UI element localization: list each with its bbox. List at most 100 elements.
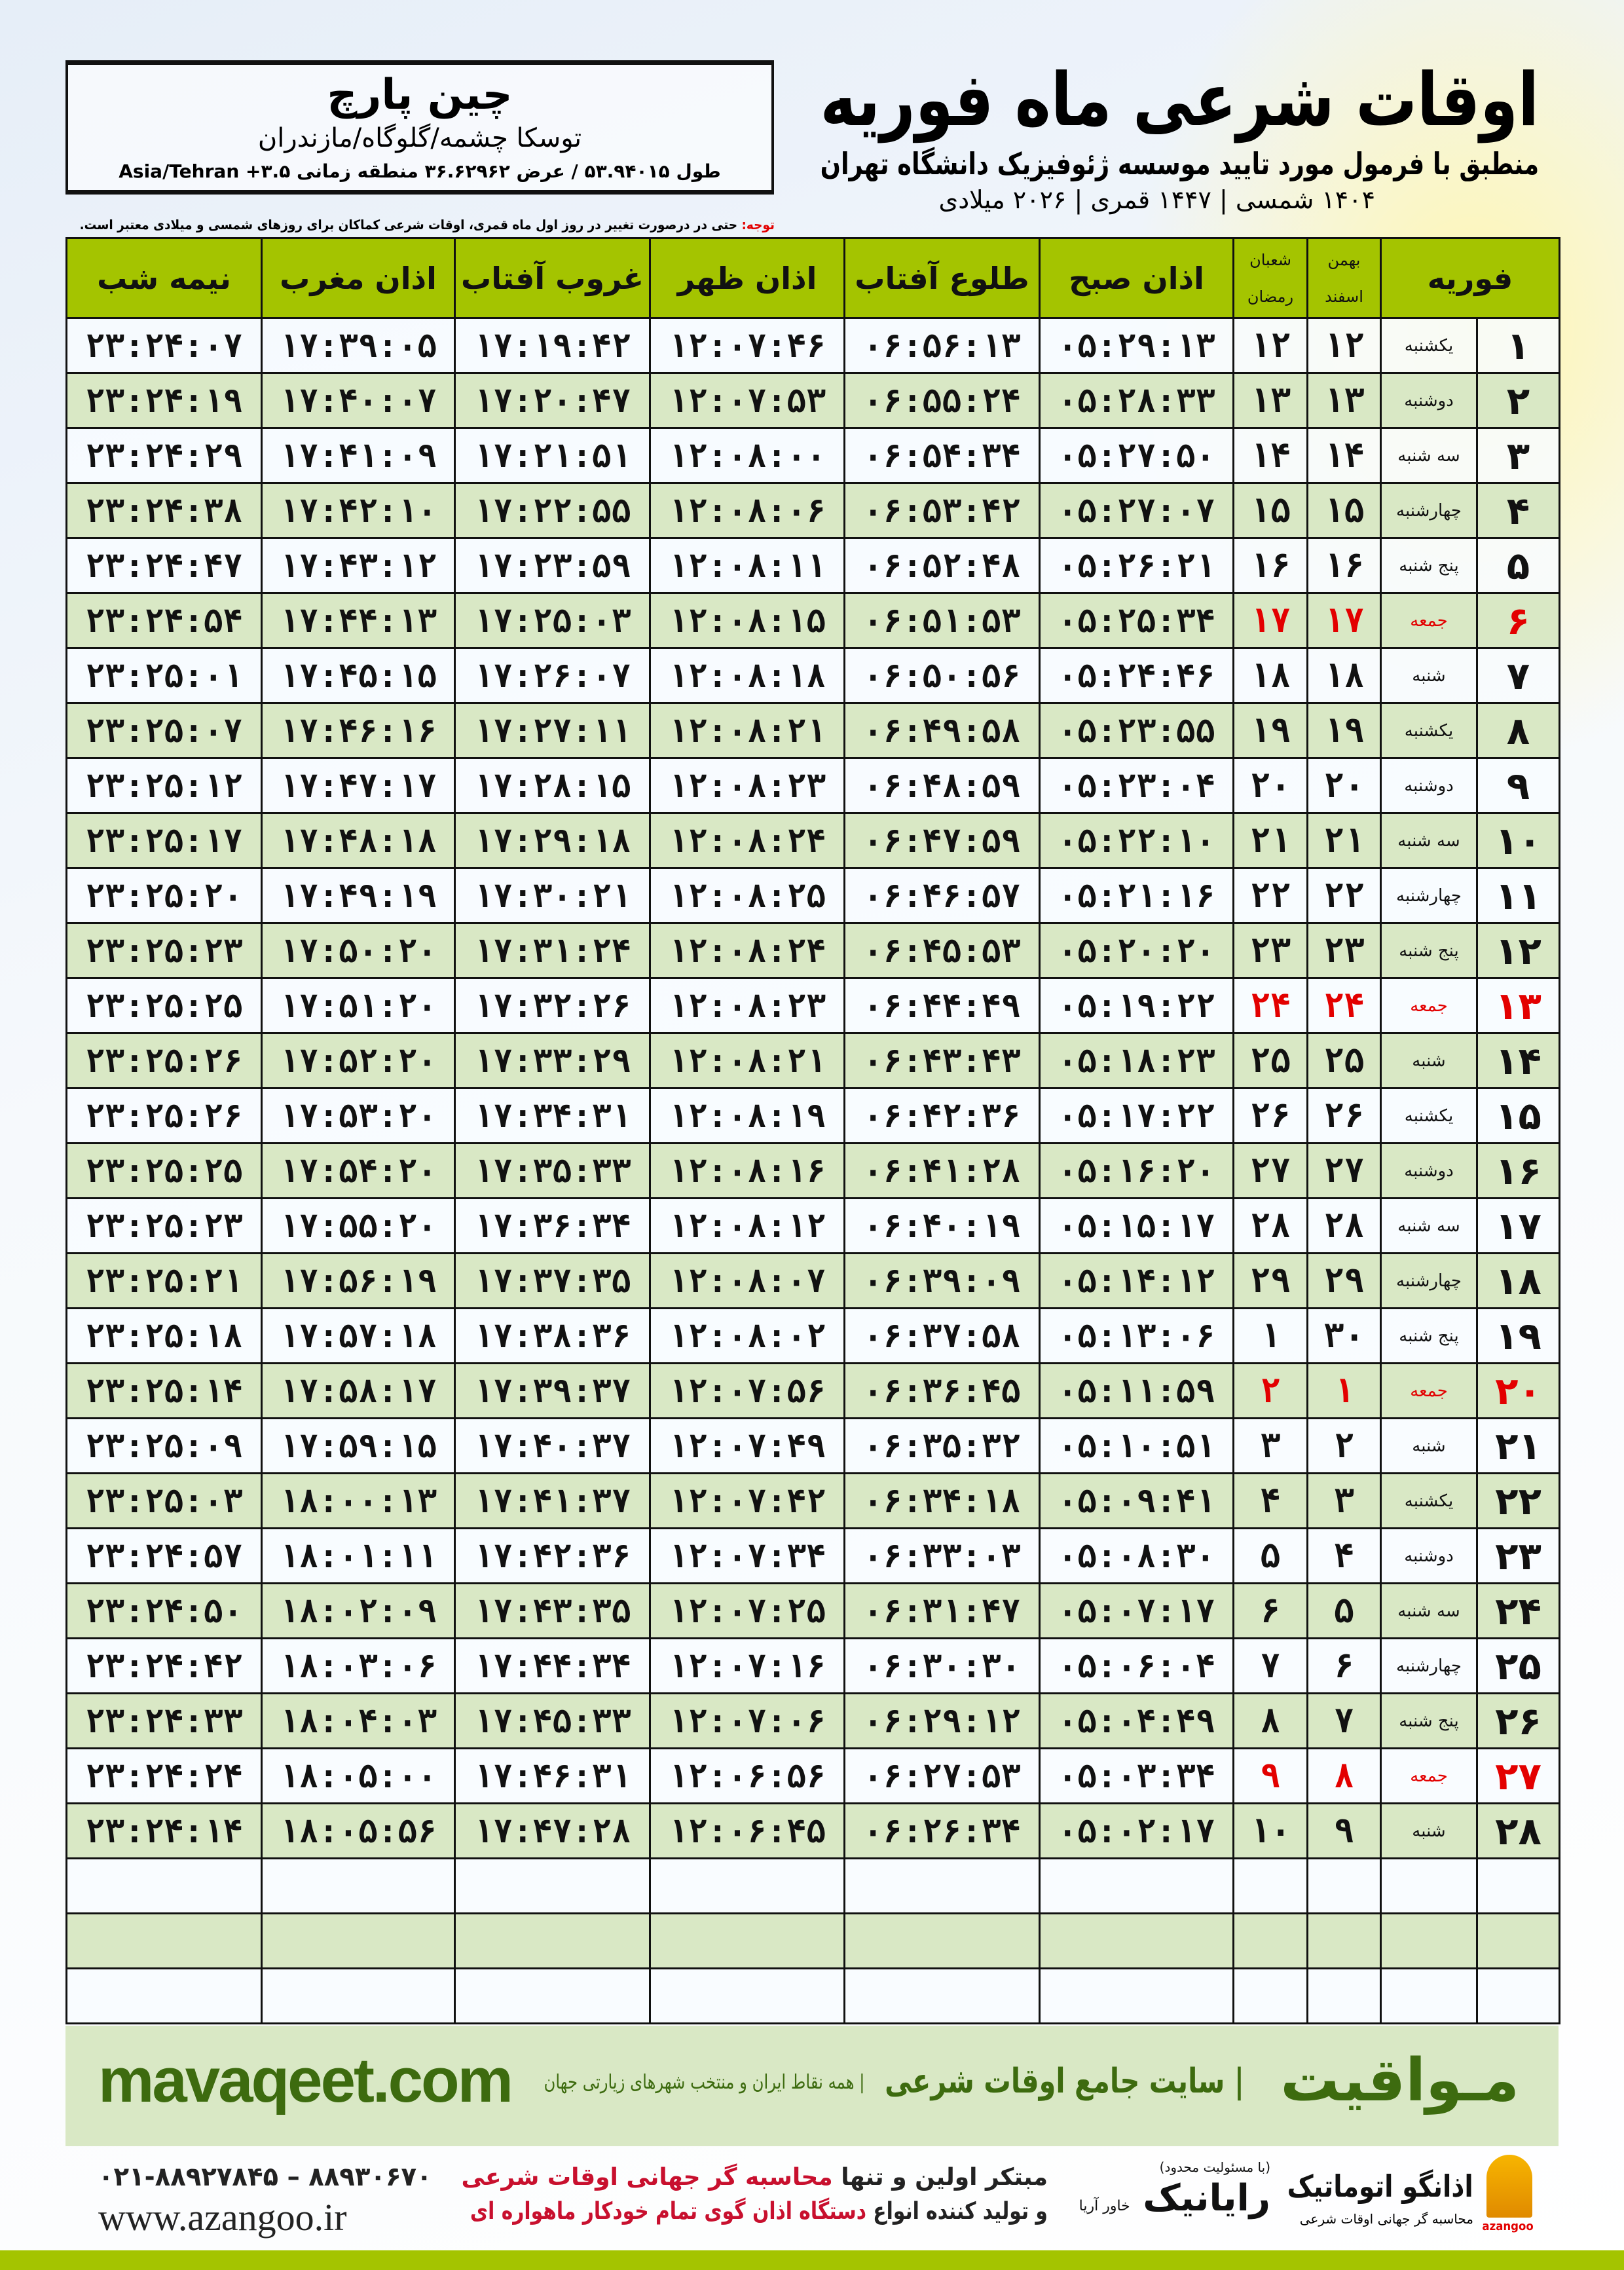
cell-qamari: ۳ <box>1232 1417 1308 1474</box>
cell-nimeshab <box>65 1857 263 1914</box>
cell-tolu: ۰۶:۵۲:۴۸ <box>843 537 1041 594</box>
cell-maghrib: ۱۷:۳۹:۰۵ <box>261 317 456 374</box>
table-row: ۱ یکشنبه ۱۲ ۱۲ ۰۵:۲۹:۱۳ ۰۶:۵۶:۱۳ ۱۲:۰۷:۴۶ ۱۷:۱۹… <box>65 317 1560 374</box>
cell-sobh <box>1039 1912 1234 1969</box>
cell-shamsi <box>1306 1912 1382 1969</box>
cell-weekday: یکشنبه <box>1380 702 1478 759</box>
azangoo-en: azangoo <box>1480 2219 1533 2235</box>
cell-sobh: ۰۵:۱۵:۱۷ <box>1039 1197 1234 1254</box>
city-name: چین پارچ <box>68 69 771 121</box>
cell-day: ۶ <box>1476 592 1560 649</box>
cell-ghorub: ۱۷:۴۱:۳۷ <box>454 1472 651 1529</box>
cell-zohr: ۱۲:۰۸:۱۶ <box>649 1142 845 1199</box>
page-title: اوقات شرعی ماه فوریه <box>805 58 1539 143</box>
cell-weekday <box>1380 1857 1478 1914</box>
cell-maghrib: ۱۸:۰۱:۱۱ <box>261 1527 456 1584</box>
cell-nimeshab: ۲۳:۲۴:۵۴ <box>65 592 263 649</box>
cell-zohr: ۱۲:۰۶:۴۵ <box>649 1802 845 1859</box>
cell-ghorub: ۱۷:۳۰:۲۱ <box>454 867 651 924</box>
site-link[interactable]: mavaqeet.com <box>98 2045 530 2117</box>
cell-shamsi: ۳۰ <box>1306 1307 1382 1364</box>
cell-shamsi: ۲ <box>1306 1417 1382 1474</box>
table-row: ۲۷ جمعه ۸ ۹ ۰۵:۰۳:۳۴ ۰۶:۲۷:۵۳ ۱۲:۰۶:۵۶ ۱۷:۴۶:۳۱… <box>65 1747 1560 1804</box>
cell-ghorub: ۱۷:۴۴:۳۴ <box>454 1637 651 1694</box>
cell-qamari: ۵ <box>1232 1527 1308 1584</box>
cell-weekday: چهارشنبه <box>1380 1252 1478 1309</box>
cell-weekday: شنبه <box>1380 1417 1478 1474</box>
cell-zohr: ۱۲:۰۸:۱۵ <box>649 592 845 649</box>
cell-nimeshab: ۲۳:۲۵:۲۰ <box>65 867 263 924</box>
table-row: ۱۴ شنبه ۲۵ ۲۵ ۰۵:۱۸:۲۳ ۰۶:۴۳:۴۳ ۱۲:۰۸:۲۱ ۱۷:۳۳:… <box>65 1032 1560 1089</box>
prayer-times-table: فوریه بهمن اسفند شعبان رمضان اذان صبح طلوع… <box>65 237 1560 2024</box>
cell-shamsi: ۲۳ <box>1306 922 1382 979</box>
empty-row <box>65 1857 1560 1914</box>
cell-nimeshab: ۲۳:۲۴:۲۴ <box>65 1747 263 1804</box>
cell-sobh: ۰۵:۲۵:۳۴ <box>1039 592 1234 649</box>
cell-ghorub: ۱۷:۲۲:۵۵ <box>454 482 651 539</box>
ad-line-2: و تولید کننده انواع دستگاه اذان گوی تمام… <box>458 2197 1048 2227</box>
brand-logo-text: مـواقیت <box>1280 2046 1519 2115</box>
table-header: فوریه بهمن اسفند شعبان رمضان اذان صبح طلوع… <box>65 237 1560 319</box>
cell-tolu: ۰۶:۲۹:۱۲ <box>843 1692 1041 1749</box>
header-month: فوریه <box>1380 237 1560 319</box>
city-name-text: چین پارچ <box>327 71 513 119</box>
cell-nimeshab: ۲۳:۲۵:۱۸ <box>65 1307 263 1364</box>
cell-maghrib <box>261 1967 456 2024</box>
cell-sobh <box>1039 1967 1234 2024</box>
cell-day: ۱ <box>1476 317 1560 374</box>
cell-tolu: ۰۶:۳۴:۱۸ <box>843 1472 1041 1529</box>
cell-qamari: ۱۸ <box>1232 647 1308 704</box>
cell-maghrib: ۱۷:۴۳:۱۲ <box>261 537 456 594</box>
cell-weekday: دوشنبه <box>1380 1527 1478 1584</box>
azangoo-sub-text: محاسبه گر جهانی اوقات شرعی <box>1299 2211 1473 2227</box>
cell-weekday: شنبه <box>1380 1032 1478 1089</box>
cell-weekday: یکشنبه <box>1380 1087 1478 1144</box>
cell-weekday: پنج شنبه <box>1380 1692 1478 1749</box>
table-row: ۲۰ جمعه ۱ ۲ ۰۵:۱۱:۵۹ ۰۶:۳۶:۴۵ ۱۲:۰۷:۵۶ ۱۷:۳۹:۳۷… <box>65 1362 1560 1419</box>
site-link-text[interactable]: mavaqeet.com <box>98 2045 513 2115</box>
cell-shamsi: ۲۷ <box>1306 1142 1382 1199</box>
cell-zohr: ۱۲:۰۷:۳۴ <box>649 1527 845 1584</box>
azangoo-link-text[interactable]: www.azangoo.ir <box>98 2196 347 2239</box>
cell-ghorub: ۱۷:۱۹:۴۲ <box>454 317 651 374</box>
cell-qamari: ۲۵ <box>1232 1032 1308 1089</box>
table-row: ۱۹ پنج شنبه ۳۰ ۱ ۰۵:۱۳:۰۶ ۰۶:۳۷:۵۸ ۱۲:۰۸:۰۲ ۱۷:… <box>65 1307 1560 1364</box>
cell-weekday: جمعه <box>1380 1747 1478 1804</box>
raianik-name-line: رایانیک خاور آریا <box>1074 2177 1270 2220</box>
cell-sobh: ۰۵:۲۰:۲۰ <box>1039 922 1234 979</box>
cell-tolu: ۰۶:۴۷:۵۹ <box>843 812 1041 869</box>
cell-day: ۸ <box>1476 702 1560 759</box>
table-row: ۳ سه شنبه ۱۴ ۱۴ ۰۵:۲۷:۵۰ ۰۶:۵۴:۳۴ ۱۲:۰۸:۰۰ ۱۷:۲… <box>65 427 1560 484</box>
table-row: ۱۳ جمعه ۲۴ ۲۴ ۰۵:۱۹:۲۲ ۰۶:۴۴:۴۹ ۱۲:۰۸:۲۳ ۱۷:۳۲:… <box>65 977 1560 1034</box>
cell-weekday <box>1380 1967 1478 2024</box>
cell-sobh: ۰۵:۰۷:۱۷ <box>1039 1582 1234 1639</box>
cell-maghrib: ۱۸:۰۲:۰۹ <box>261 1582 456 1639</box>
cell-weekday: جمعه <box>1380 1362 1478 1419</box>
cell-day: ۲۱ <box>1476 1417 1560 1474</box>
cell-sobh: ۰۵:۲۳:۵۵ <box>1039 702 1234 759</box>
cell-nimeshab <box>65 1967 263 2024</box>
cell-zohr: ۱۲:۰۸:۲۳ <box>649 977 845 1034</box>
cell-ghorub: ۱۷:۲۱:۵۱ <box>454 427 651 484</box>
cell-ghorub: ۱۷:۲۶:۰۷ <box>454 647 651 704</box>
cell-day: ۲۰ <box>1476 1362 1560 1419</box>
cell-nimeshab: ۲۳:۲۴:۱۴ <box>65 1802 263 1859</box>
cell-sobh: ۰۵:۰۴:۴۹ <box>1039 1692 1234 1749</box>
cell-sobh: ۰۵:۰۹:۴۱ <box>1039 1472 1234 1529</box>
cell-day <box>1476 1912 1560 1969</box>
cell-shamsi: ۶ <box>1306 1637 1382 1694</box>
cell-maghrib: ۱۷:۴۵:۱۵ <box>261 647 456 704</box>
cell-qamari: ۱۵ <box>1232 482 1308 539</box>
cell-day: ۱۳ <box>1476 977 1560 1034</box>
cell-maghrib: ۱۷:۴۴:۱۳ <box>261 592 456 649</box>
cell-day: ۱۸ <box>1476 1252 1560 1309</box>
cell-maghrib: ۱۸:۰۴:۰۳ <box>261 1692 456 1749</box>
azangoo-link[interactable]: www.azangoo.ir <box>98 2195 439 2240</box>
cell-day: ۱۶ <box>1476 1142 1560 1199</box>
cell-zohr: ۱۲:۰۸:۰۷ <box>649 1252 845 1309</box>
cell-sobh: ۰۵:۲۸:۳۳ <box>1039 372 1234 429</box>
cell-nimeshab: ۲۳:۲۴:۲۹ <box>65 427 263 484</box>
cell-tolu <box>843 1912 1041 1969</box>
cell-sobh: ۰۵:۱۷:۲۲ <box>1039 1087 1234 1144</box>
cell-qamari: ۱۲ <box>1232 317 1308 374</box>
